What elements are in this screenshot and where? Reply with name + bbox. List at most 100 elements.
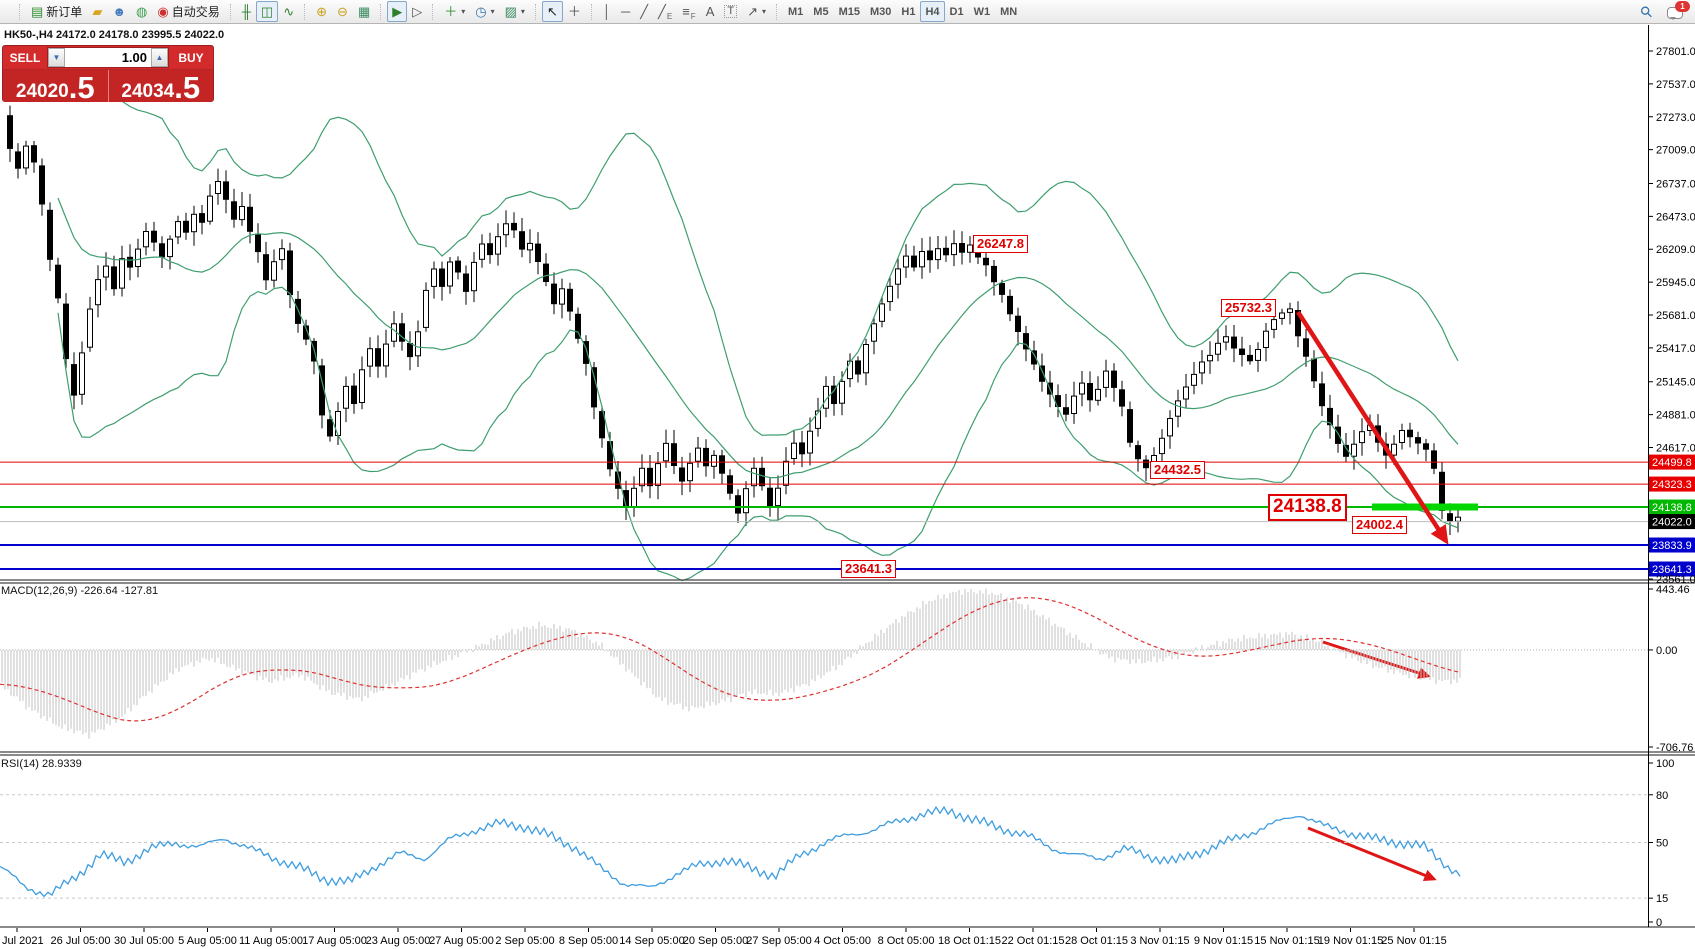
candle-body xyxy=(239,206,245,221)
dropdown-caret-icon: ▾ xyxy=(520,7,525,16)
candle-body xyxy=(79,352,85,395)
date-label: 2 Sep 05:00 xyxy=(495,935,554,947)
candle-body xyxy=(1167,418,1173,437)
vertical-line-button[interactable]: │ xyxy=(598,1,616,22)
price-annotation[interactable]: 24432.5 xyxy=(1150,461,1205,480)
tf-h4-button-label: H4 xyxy=(925,5,940,18)
indicators-button[interactable]: ＋ ▾ xyxy=(439,1,470,22)
buy-price[interactable]: 24034 .5 xyxy=(108,69,213,105)
tile-windows-button[interactable]: ▦ xyxy=(353,1,375,22)
marker-button[interactable]: ▰ xyxy=(87,1,107,22)
candle-body xyxy=(559,288,565,305)
buy-price-fraction: .5 xyxy=(174,69,201,105)
candle-body xyxy=(1087,383,1093,401)
price-annotation[interactable]: 24138.8 xyxy=(1268,494,1347,521)
candle-body xyxy=(1119,389,1125,407)
volume-decrease-button[interactable]: ▼ xyxy=(48,48,65,67)
templates-button[interactable]: ▨ ▾ xyxy=(500,1,530,22)
tf-m15-button[interactable]: M15 xyxy=(834,1,865,22)
signals-button[interactable]: ◍ xyxy=(131,1,152,22)
candle-body xyxy=(567,288,573,312)
sell-price[interactable]: 24020 .5 xyxy=(3,70,109,103)
price-annotation[interactable]: 24002.4 xyxy=(1352,516,1407,535)
line-chart-button[interactable]: ∿ xyxy=(278,1,299,22)
candle-body xyxy=(1223,336,1229,343)
candle-body xyxy=(511,222,517,231)
fibonacci-button[interactable]: ≡ F xyxy=(677,1,700,22)
candle-body xyxy=(159,243,165,258)
bar-chart-button[interactable]: ╫ xyxy=(237,1,256,22)
candle-body xyxy=(751,467,757,487)
crosshair-button[interactable]: ＋ xyxy=(563,1,586,22)
candlestick-chart-button[interactable]: ◫ xyxy=(255,1,279,22)
volume-increase-button[interactable]: ▲ xyxy=(151,48,168,67)
candle-body xyxy=(695,447,701,462)
new-order-button[interactable]: ▤ 新订单 xyxy=(26,1,87,22)
zoom-out-button[interactable]: ⊖ xyxy=(332,1,353,22)
tf-mn-button-label: MN xyxy=(1000,5,1018,18)
candle-body xyxy=(231,201,237,220)
arrow-objects-button[interactable]: ↗ ▾ xyxy=(742,1,771,22)
candle-body xyxy=(671,443,677,467)
profile-icon: ☻ xyxy=(112,4,126,19)
candle-body xyxy=(7,115,13,149)
text-label-button[interactable]: T xyxy=(719,1,742,22)
volume-input[interactable] xyxy=(65,48,151,67)
tf-h1-button[interactable]: H1 xyxy=(896,1,920,22)
trendline-button[interactable]: ╱ xyxy=(635,1,653,22)
candle-body xyxy=(1351,443,1357,457)
zoom-in-button[interactable]: ⊕ xyxy=(311,1,332,22)
autotrading-button[interactable]: ◉ 自动交易 xyxy=(152,1,224,22)
candle-body xyxy=(343,385,349,409)
candle-body xyxy=(1391,443,1397,456)
notifications-button[interactable]: 1 xyxy=(1667,0,1690,20)
price-tick-label: 25945.0 xyxy=(1656,277,1695,289)
chart-shift-button[interactable]: ▷ xyxy=(407,1,427,22)
candle-body xyxy=(519,231,525,250)
candle-body xyxy=(95,279,101,306)
candle-body xyxy=(1135,445,1141,460)
tf-m5-button[interactable]: M5 xyxy=(808,1,833,22)
horizontal-line-button[interactable]: ─ xyxy=(616,1,635,22)
price-annotation[interactable]: 25732.3 xyxy=(1221,299,1276,318)
candle-body xyxy=(911,255,917,268)
tf-h4-button[interactable]: H4 xyxy=(920,1,945,22)
sell-button[interactable]: SELL xyxy=(3,46,47,69)
one-click-trading-panel: SELL ▼ ▲ BUY 24020 .5 24034 .5 xyxy=(2,45,214,105)
crosshair-icon: ＋ xyxy=(567,4,581,19)
tf-m30-button[interactable]: M30 xyxy=(865,1,896,22)
arrow-objects-icon: ↗ xyxy=(747,4,758,19)
periods-button[interactable]: ◷ ▾ xyxy=(470,1,499,22)
candle-body xyxy=(663,442,669,462)
icon-subscript: E xyxy=(666,12,673,21)
price-annotation[interactable]: 23641.3 xyxy=(841,560,896,579)
candle-body xyxy=(439,268,445,287)
profile-button[interactable]: ☻ xyxy=(107,1,131,22)
date-label: 28 Oct 01:15 xyxy=(1065,935,1128,947)
candle-body xyxy=(951,243,957,256)
bar-chart-icon: ╫ xyxy=(241,4,251,19)
candle-body xyxy=(575,313,581,339)
auto-scroll-button[interactable]: ▶ xyxy=(387,1,408,22)
candle-body xyxy=(247,206,253,232)
candle-body xyxy=(887,285,893,303)
price-tick-label: 26737.0 xyxy=(1656,178,1695,190)
tf-d1-button[interactable]: D1 xyxy=(945,1,969,22)
candle-body xyxy=(1303,338,1309,357)
tf-w1-button[interactable]: W1 xyxy=(969,1,996,22)
text-button[interactable]: A xyxy=(701,1,720,22)
candle-body xyxy=(1231,336,1237,349)
candle-body xyxy=(151,230,157,243)
candle-body xyxy=(103,265,109,278)
candle-body xyxy=(1063,407,1069,415)
channel-button[interactable]: ╱ E xyxy=(653,1,677,22)
candle-body xyxy=(1311,358,1317,382)
tf-m1-button[interactable]: M1 xyxy=(783,1,808,22)
cursor-button[interactable]: ↖ xyxy=(541,1,563,22)
candle-body xyxy=(1247,354,1253,362)
tf-mn-button[interactable]: MN xyxy=(995,1,1022,22)
candle-body xyxy=(1215,342,1221,355)
buy-button[interactable]: BUY xyxy=(169,46,213,69)
price-annotation[interactable]: 26247.8 xyxy=(973,235,1028,254)
